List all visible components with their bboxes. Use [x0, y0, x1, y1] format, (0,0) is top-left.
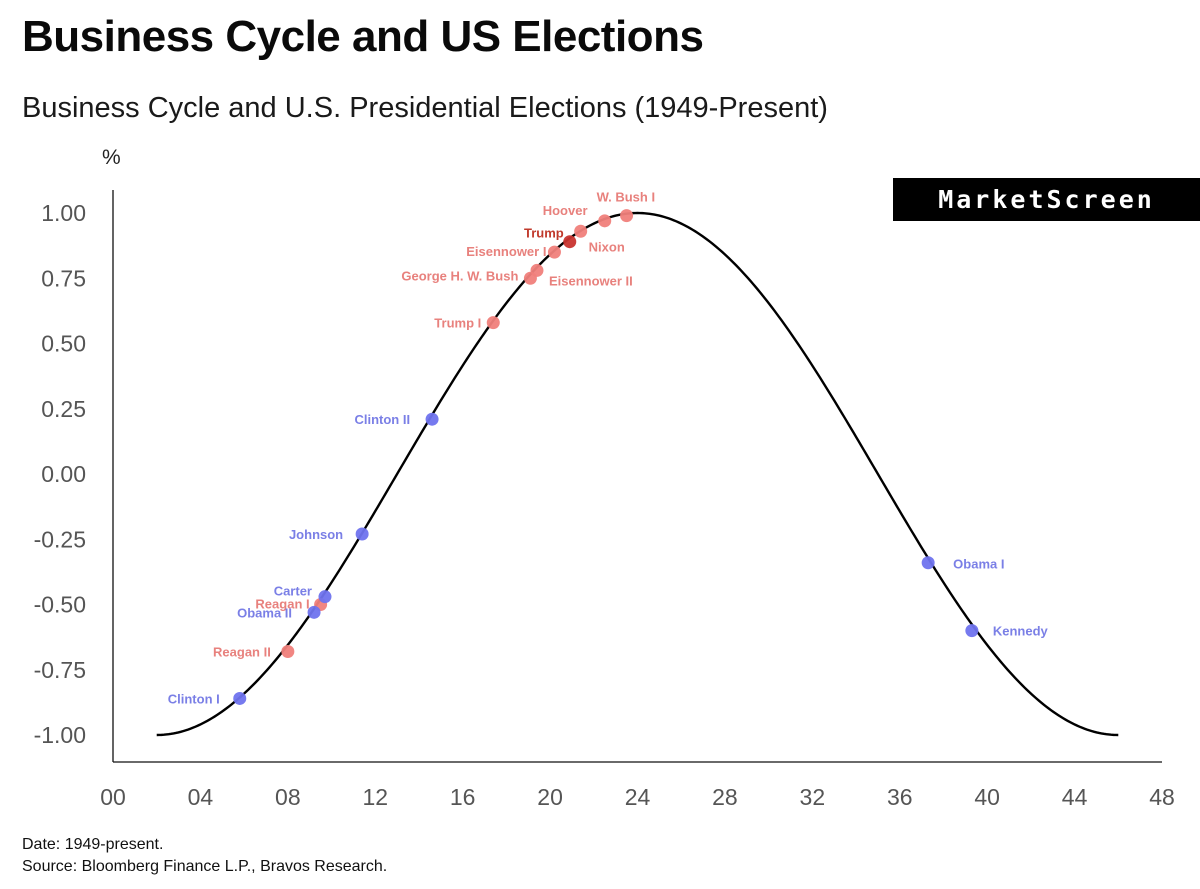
x-tick-label: 12	[362, 784, 388, 810]
brand-logo: MarketScreen	[893, 178, 1200, 221]
point-clinton-ii	[425, 412, 439, 426]
y-unit-label: %	[102, 146, 121, 169]
point-label-clinton-ii: Clinton II	[354, 412, 410, 427]
chart-axes: 1.00 0.75 0.50 0.25 0.00 -0.25 -0.50 -0.75 -1.00…	[34, 190, 1175, 810]
point-label-george-h-w-bush: George H. W. Bush	[401, 268, 518, 283]
point-label-eisennower-i: Eisennower I	[466, 244, 546, 259]
election-points-layer: W. Bush I Hoover Nixon Eisennower I George H…	[168, 190, 1049, 707]
point-label-clinton-i: Clinton I	[168, 691, 220, 706]
x-tick-label: 04	[188, 784, 214, 810]
cycle-curve-layer	[156, 211, 1119, 737]
point-trump-i	[486, 316, 500, 330]
x-tick-label: 28	[712, 784, 738, 810]
point-kennedy	[965, 624, 979, 638]
x-tick-label: 24	[625, 784, 651, 810]
y-tick-label: -0.50	[34, 592, 86, 618]
x-tick-label: 40	[974, 784, 1000, 810]
point-eisennower-i	[547, 245, 561, 259]
source-note: Source: Bloomberg Finance L.P., Bravos R…	[22, 858, 388, 875]
x-tick-label: 44	[1062, 784, 1088, 810]
y-tick-label: 1.00	[41, 200, 86, 226]
point-eisennower-ii	[530, 263, 544, 277]
point-label-nixon: Nixon	[589, 239, 625, 254]
point-label-reagan-i: Reagan I	[255, 597, 309, 612]
point-label-johnson: Johnson	[289, 527, 343, 542]
point-carter	[318, 590, 332, 604]
x-tick-label: 00	[100, 784, 126, 810]
point-label-carter: Carter	[274, 584, 312, 599]
y-tick-label: 0.50	[41, 331, 86, 357]
y-tick-label: 0.25	[41, 396, 86, 422]
y-tick-label: 0.00	[41, 461, 86, 487]
point-label-eisennower-ii: Eisennower II	[549, 273, 633, 288]
y-tick-label: -1.00	[34, 722, 86, 748]
point-label-reagan-ii: Reagan II	[213, 644, 271, 659]
x-tick-label: 16	[450, 784, 476, 810]
point-clinton-i	[233, 691, 247, 705]
point-label-trump: Trump	[524, 226, 564, 241]
x-tick-label: 32	[800, 784, 826, 810]
x-tick-label: 20	[537, 784, 563, 810]
point-label-kennedy: Kennedy	[993, 624, 1049, 639]
chart-subtitle: Business Cycle and U.S. Presidential Ele…	[22, 92, 828, 124]
x-tick-label: 08	[275, 784, 301, 810]
point-obama-i	[921, 556, 935, 570]
point-hoover	[598, 214, 612, 228]
point-label-w-bush-i: W. Bush I	[597, 190, 656, 205]
cycle-curve-line	[156, 211, 1119, 737]
page-title: Business Cycle and US Elections	[22, 12, 704, 61]
y-tick-label: -0.25	[34, 526, 86, 552]
point-label-obama-ii: Obama II	[237, 605, 292, 620]
point-w-bush-i	[620, 209, 634, 223]
point-label-trump-i: Trump I	[434, 316, 481, 331]
point-johnson	[355, 527, 369, 541]
point-reagan-ii	[281, 644, 295, 658]
point-trump	[563, 235, 577, 249]
point-label-obama-i: Obama I	[953, 557, 1004, 572]
point-nixon	[574, 224, 588, 238]
y-tick-label: 0.75	[41, 265, 86, 291]
x-tick-label: 36	[887, 784, 913, 810]
x-tick-label: 48	[1149, 784, 1175, 810]
date-note: Date: 1949-present.	[22, 836, 164, 853]
point-obama-ii	[307, 605, 321, 619]
y-tick-label: -0.75	[34, 657, 86, 683]
point-label-hoover: Hoover	[543, 203, 588, 218]
